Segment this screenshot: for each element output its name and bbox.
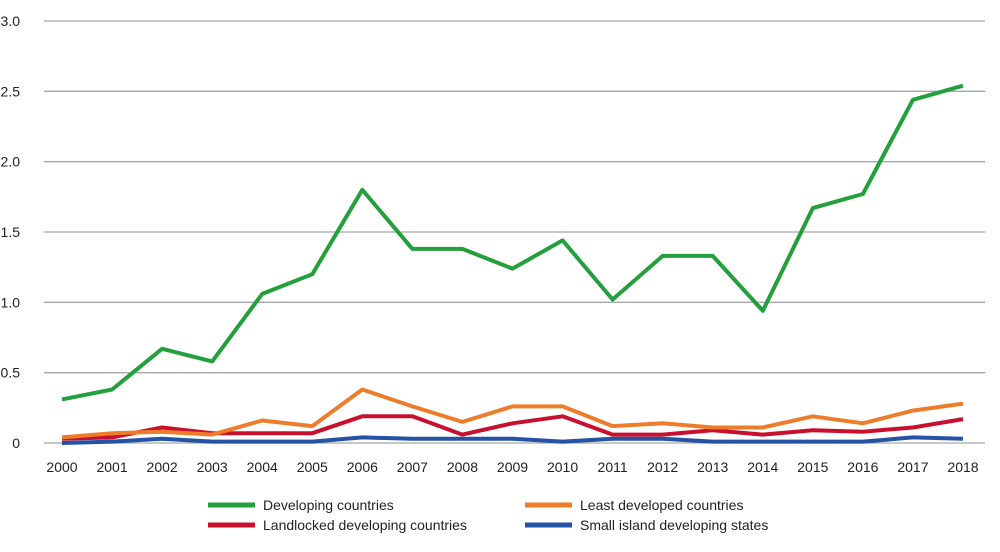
y-tick-label: 2.0 [1, 154, 21, 170]
x-tick-label: 2013 [697, 459, 728, 475]
x-tick-label: 2018 [947, 459, 978, 475]
y-tick-label: 0 [12, 435, 20, 451]
legend-label: Landlocked developing countries [263, 517, 467, 533]
x-tick-label: 2001 [96, 459, 127, 475]
x-tick-label: 2004 [247, 459, 278, 475]
y-tick-label: 1.5 [1, 224, 21, 240]
x-tick-label: 2011 [598, 459, 628, 475]
series-line-0 [61, 83, 964, 402]
x-tick-label: 2016 [847, 459, 878, 475]
x-tick-label: 2015 [797, 459, 828, 475]
legend-label: Small island developing states [580, 517, 768, 533]
x-tick-label: 2010 [547, 459, 578, 475]
y-tick-label: 1.0 [1, 294, 21, 310]
x-tick-label: 2012 [647, 459, 678, 475]
legend-label: Developing countries [263, 497, 394, 513]
x-tick-label: 2007 [397, 459, 428, 475]
x-tick-label: 2002 [147, 459, 178, 475]
legend-label: Least developed countries [580, 497, 743, 513]
x-tick-label: 2017 [897, 459, 928, 475]
x-tick-label: 2006 [347, 459, 378, 475]
x-tick-label: 2005 [297, 459, 328, 475]
x-tick-label: 2014 [747, 459, 778, 475]
y-tick-label: 3.0 [1, 13, 21, 29]
x-tick-label: 2000 [46, 459, 77, 475]
series-line-1 [61, 387, 964, 440]
y-tick-label: 2.5 [1, 83, 21, 99]
x-tick-label: 2009 [497, 459, 528, 475]
x-tick-label: 2003 [197, 459, 228, 475]
series-line-3 [61, 435, 964, 445]
x-tick-label: 2008 [447, 459, 478, 475]
y-tick-label: 0.5 [1, 365, 21, 381]
